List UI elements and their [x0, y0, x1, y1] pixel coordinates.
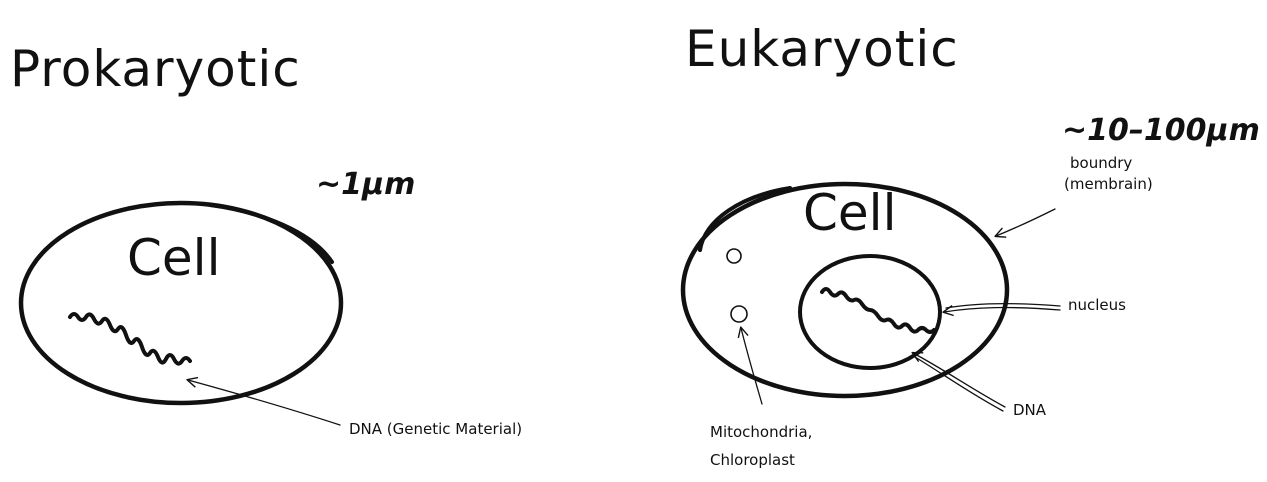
prokaryotic-cell-membrane [18, 200, 344, 406]
prokaryotic-cell-membrane-overstroke [208, 203, 334, 264]
eukaryotic-size-label: ~10–100μm [1062, 113, 1260, 148]
nucleus-arrow [942, 305, 1061, 317]
eukaryotic-dna-arrow [911, 351, 1006, 408]
organelle-label-line2: Chloroplast [710, 451, 795, 469]
nucleus-arrow-doubled [945, 302, 1061, 309]
nucleus-membrane [798, 254, 942, 370]
eukaryotic-dna-squiggle [820, 287, 936, 334]
eukaryotic-dna-label: DNA [1013, 401, 1047, 419]
eukaryotic-cell-label: Cell [803, 184, 896, 242]
prokaryotic-dna-label: DNA (Genetic Material) [349, 420, 522, 438]
boundary-arrow [994, 208, 1056, 238]
eukaryotic-cell-membrane [680, 181, 1010, 399]
prokaryotic-title: Prokaryotic [10, 40, 301, 98]
organelle-arrow [737, 326, 763, 405]
eukaryotic-cell: Cell [680, 181, 1010, 399]
prokaryotic-size-label: ~1μm [316, 167, 415, 202]
boundary-label-line1: boundry [1070, 154, 1132, 172]
prokaryotic-dna-arrow [186, 376, 341, 426]
prokaryotic-cell: Cell [18, 200, 344, 406]
prokaryotic-cell-label: Cell [127, 229, 220, 287]
boundary-label-line2: (membrain) [1064, 175, 1153, 193]
prokaryotic-dna-squiggle [68, 312, 192, 366]
nucleus-label: nucleus [1068, 296, 1126, 314]
eukaryotic-title: Eukaryotic [685, 20, 959, 78]
eukaryotic-cell-membrane-overstroke [698, 186, 792, 252]
organelle-label-line1: Mitochondria, [710, 423, 812, 441]
organelle-circle-1 [726, 248, 742, 264]
organelle-circle-2 [730, 305, 748, 323]
eukaryotic-dna-arrow-doubled [914, 356, 1004, 412]
